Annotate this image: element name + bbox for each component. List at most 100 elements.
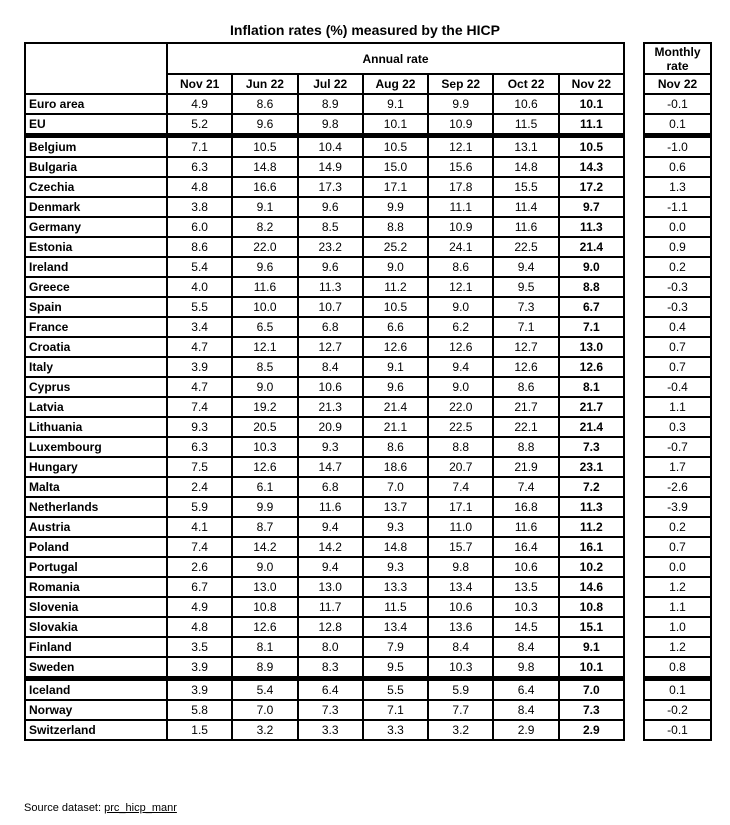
rate-cell: 9.6 [231,256,299,278]
column-header: Nov 22 [557,73,626,95]
rate-cell: 13.6 [427,616,495,638]
rate-cell: 3.3 [361,719,430,741]
rate-cell: 5.2 [165,113,234,137]
table-row: Poland 7.4 14.2 14.2 14.8 15.7 16.4 16.1 [24,536,626,558]
table-row: Bulgaria 6.3 14.8 14.9 15.0 15.6 14.8 14.3 [24,156,626,178]
rate-cell: 11.0 [427,516,495,538]
rate-cell: 7.3 [296,699,364,721]
country-name: Poland [24,536,168,558]
column-header: Aug 22 [361,73,430,95]
table-row: Germany 6.0 8.2 8.5 8.8 10.9 11.6 11.3 [24,216,626,238]
monthly-rate-cell: 0.0 [643,556,712,578]
table-row: Austria 4.1 8.7 9.4 9.3 11.0 11.6 11.2 [24,516,626,538]
table-row: Belgium 7.1 10.5 10.4 10.5 12.1 13.1 10.5 [24,133,626,158]
table-row: Croatia 4.7 12.1 12.7 12.6 12.6 12.7 13.0 [24,336,626,358]
rate-cell: 8.5 [296,216,364,238]
rate-cell: 15.0 [361,156,430,178]
monthly-row: 0.4 [643,316,712,338]
rate-cell: 9.0 [427,376,495,398]
monthly-rate-cell: 0.7 [643,536,712,558]
rate-cell: 7.2 [557,476,626,498]
monthly-row: 1.3 [643,176,712,198]
monthly-row: 1.0 [643,616,712,638]
country-name: Iceland [24,676,168,701]
country-name: Denmark [24,196,168,218]
rate-cell: 9.3 [361,516,430,538]
rate-cell: 11.6 [231,276,299,298]
rate-cell: 2.6 [165,556,234,578]
rate-cell: 5.4 [165,256,234,278]
table-row: Italy 3.9 8.5 8.4 9.1 9.4 12.6 12.6 [24,356,626,378]
country-name: Spain [24,296,168,318]
table-row: Spain 5.5 10.0 10.7 10.5 9.0 7.3 6.7 [24,296,626,318]
country-name: Austria [24,516,168,538]
country-name: Slovakia [24,616,168,638]
rate-cell: 12.6 [231,616,299,638]
rate-cell: 11.5 [492,113,560,137]
rate-cell: 10.1 [361,113,430,137]
rate-cell: 14.8 [231,156,299,178]
rate-cell: 8.1 [557,376,626,398]
rate-cell: 22.0 [231,236,299,258]
country-name: Switzerland [24,719,168,741]
rate-cell: 22.0 [427,396,495,418]
rate-cell: 11.1 [427,196,495,218]
monthly-rate-cell: -1.1 [643,196,712,218]
rate-cell: 9.8 [492,656,560,680]
monthly-rate-cell: 0.8 [643,656,712,680]
rate-cell: 11.3 [296,276,364,298]
rate-cell: 15.7 [427,536,495,558]
rate-cell: 9.8 [427,556,495,578]
rate-cell: 7.4 [492,476,560,498]
rate-cell: 21.3 [296,396,364,418]
rate-cell: 9.6 [231,113,299,137]
column-header: Jun 22 [231,73,299,95]
rate-cell: 7.0 [361,476,430,498]
rate-cell: 4.8 [165,176,234,198]
monthly-row: 1.1 [643,396,712,418]
monthly-row: 0.7 [643,336,712,358]
rate-cell: 5.9 [165,496,234,518]
rate-cell: 3.9 [165,676,234,701]
rate-cell: 3.9 [165,356,234,378]
country-name: Germany [24,216,168,238]
monthly-row: -0.7 [643,436,712,458]
rate-cell: 8.9 [231,656,299,680]
column-header: Sep 22 [427,73,495,95]
rate-cell: 6.2 [427,316,495,338]
rate-cell: 4.0 [165,276,234,298]
table-row: Hungary 7.5 12.6 14.7 18.6 20.7 21.9 23.1 [24,456,626,478]
source-dataset-link[interactable]: prc_hicp_manr [104,802,177,814]
monthly-row: -0.4 [643,376,712,398]
rate-cell: 12.7 [492,336,560,358]
rate-cell: 15.1 [557,616,626,638]
rate-cell: 10.5 [361,133,430,158]
rate-cell: 5.8 [165,699,234,721]
rate-cell: 8.8 [427,436,495,458]
rate-cell: 14.5 [492,616,560,638]
rate-cell: 9.0 [557,256,626,278]
country-name: Euro area [24,93,168,115]
rate-cell: 7.4 [165,396,234,418]
rate-cell: 11.1 [557,113,626,137]
rate-cell: 3.3 [296,719,364,741]
table-title: Inflation rates (%) measured by the HICP [230,22,500,38]
rate-cell: 11.6 [492,516,560,538]
rate-cell: 13.0 [296,576,364,598]
monthly-rate-cell: -2.6 [643,476,712,498]
rate-cell: 11.4 [492,196,560,218]
rate-cell: 20.7 [427,456,495,478]
rate-cell: 8.6 [361,436,430,458]
rate-cell: 17.1 [427,496,495,518]
rate-cell: 4.9 [165,93,234,115]
rate-cell: 23.2 [296,236,364,258]
monthly-row: 0.9 [643,236,712,258]
rate-cell: 6.7 [557,296,626,318]
country-name: Bulgaria [24,156,168,178]
monthly-row: -0.1 [643,93,712,115]
rate-cell: 3.8 [165,196,234,218]
monthly-row: -1.0 [643,133,712,158]
rate-cell: 11.2 [361,276,430,298]
country-name: Croatia [24,336,168,358]
monthly-rate-cell: -0.1 [643,93,712,115]
